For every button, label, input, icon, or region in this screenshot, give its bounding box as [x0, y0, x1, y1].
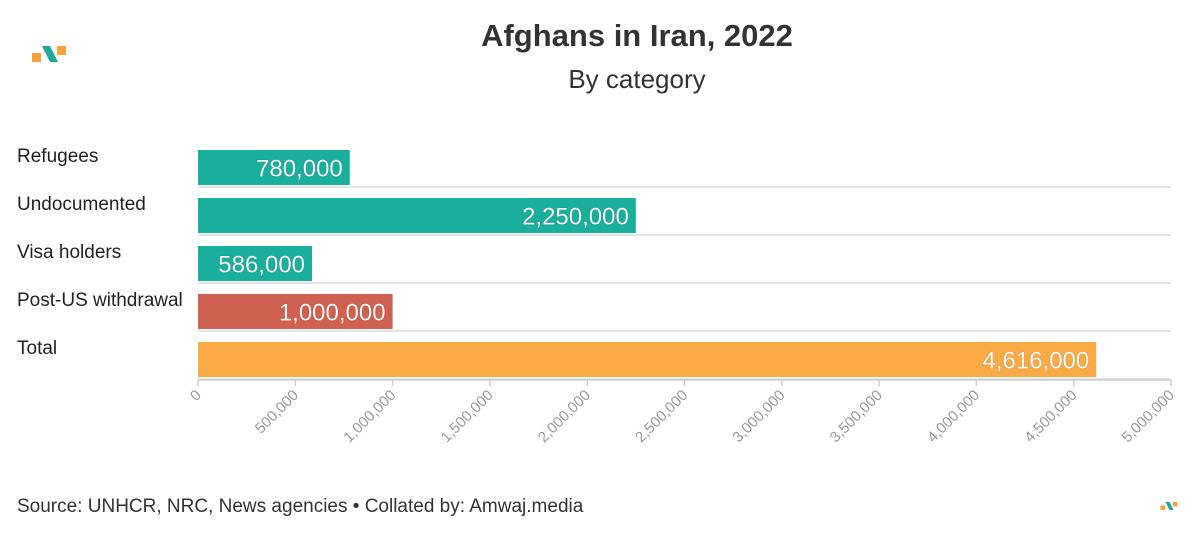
bar-chart: Refugees 780,000 Undocumented 2,250,000 Visa…: [17, 146, 1178, 446]
category-label: Visa holders: [17, 242, 121, 263]
bar: [198, 246, 313, 281]
bar: [198, 342, 1097, 377]
bar-value-label: 2,250,000: [522, 204, 629, 231]
x-tick-label: 4,000,000: [924, 387, 983, 446]
bar-value-label: 586,000: [218, 252, 305, 279]
x-tick-label: 3,500,000: [827, 387, 886, 446]
x-tick-label: 1,000,000: [340, 387, 399, 446]
chart-subtitle: By category: [568, 64, 706, 94]
amwaj-logo-small-icon: [1160, 502, 1178, 510]
category-label: Undocumented: [17, 194, 146, 215]
x-tick-label: 4,500,000: [1021, 387, 1080, 446]
bar-value-label: 780,000: [256, 156, 343, 183]
x-tick-label: 500,000: [252, 387, 302, 437]
chart-title: Afghans in Iran, 2022: [481, 18, 793, 53]
x-tick-label: 1,500,000: [438, 387, 497, 446]
amwaj-logo-icon: [32, 46, 66, 62]
x-tick-label: 2,000,000: [535, 387, 594, 446]
x-tick-label: 0: [187, 387, 205, 405]
bar-value-label: 4,616,000: [982, 348, 1089, 375]
bar: [198, 150, 350, 185]
category-label: Total: [17, 338, 57, 359]
x-tick-label: 2,500,000: [632, 387, 691, 446]
bar-value-label: 1,000,000: [279, 300, 386, 327]
bar: [198, 198, 636, 233]
x-tick-label: 5,000,000: [1119, 387, 1178, 446]
bar: [198, 294, 393, 329]
x-tick-label: 3,000,000: [729, 387, 788, 446]
source-note: Source: UNHCR, NRC, News agencies • Coll…: [17, 496, 584, 517]
category-label: Refugees: [17, 146, 98, 167]
category-label: Post-US withdrawal: [17, 290, 183, 311]
